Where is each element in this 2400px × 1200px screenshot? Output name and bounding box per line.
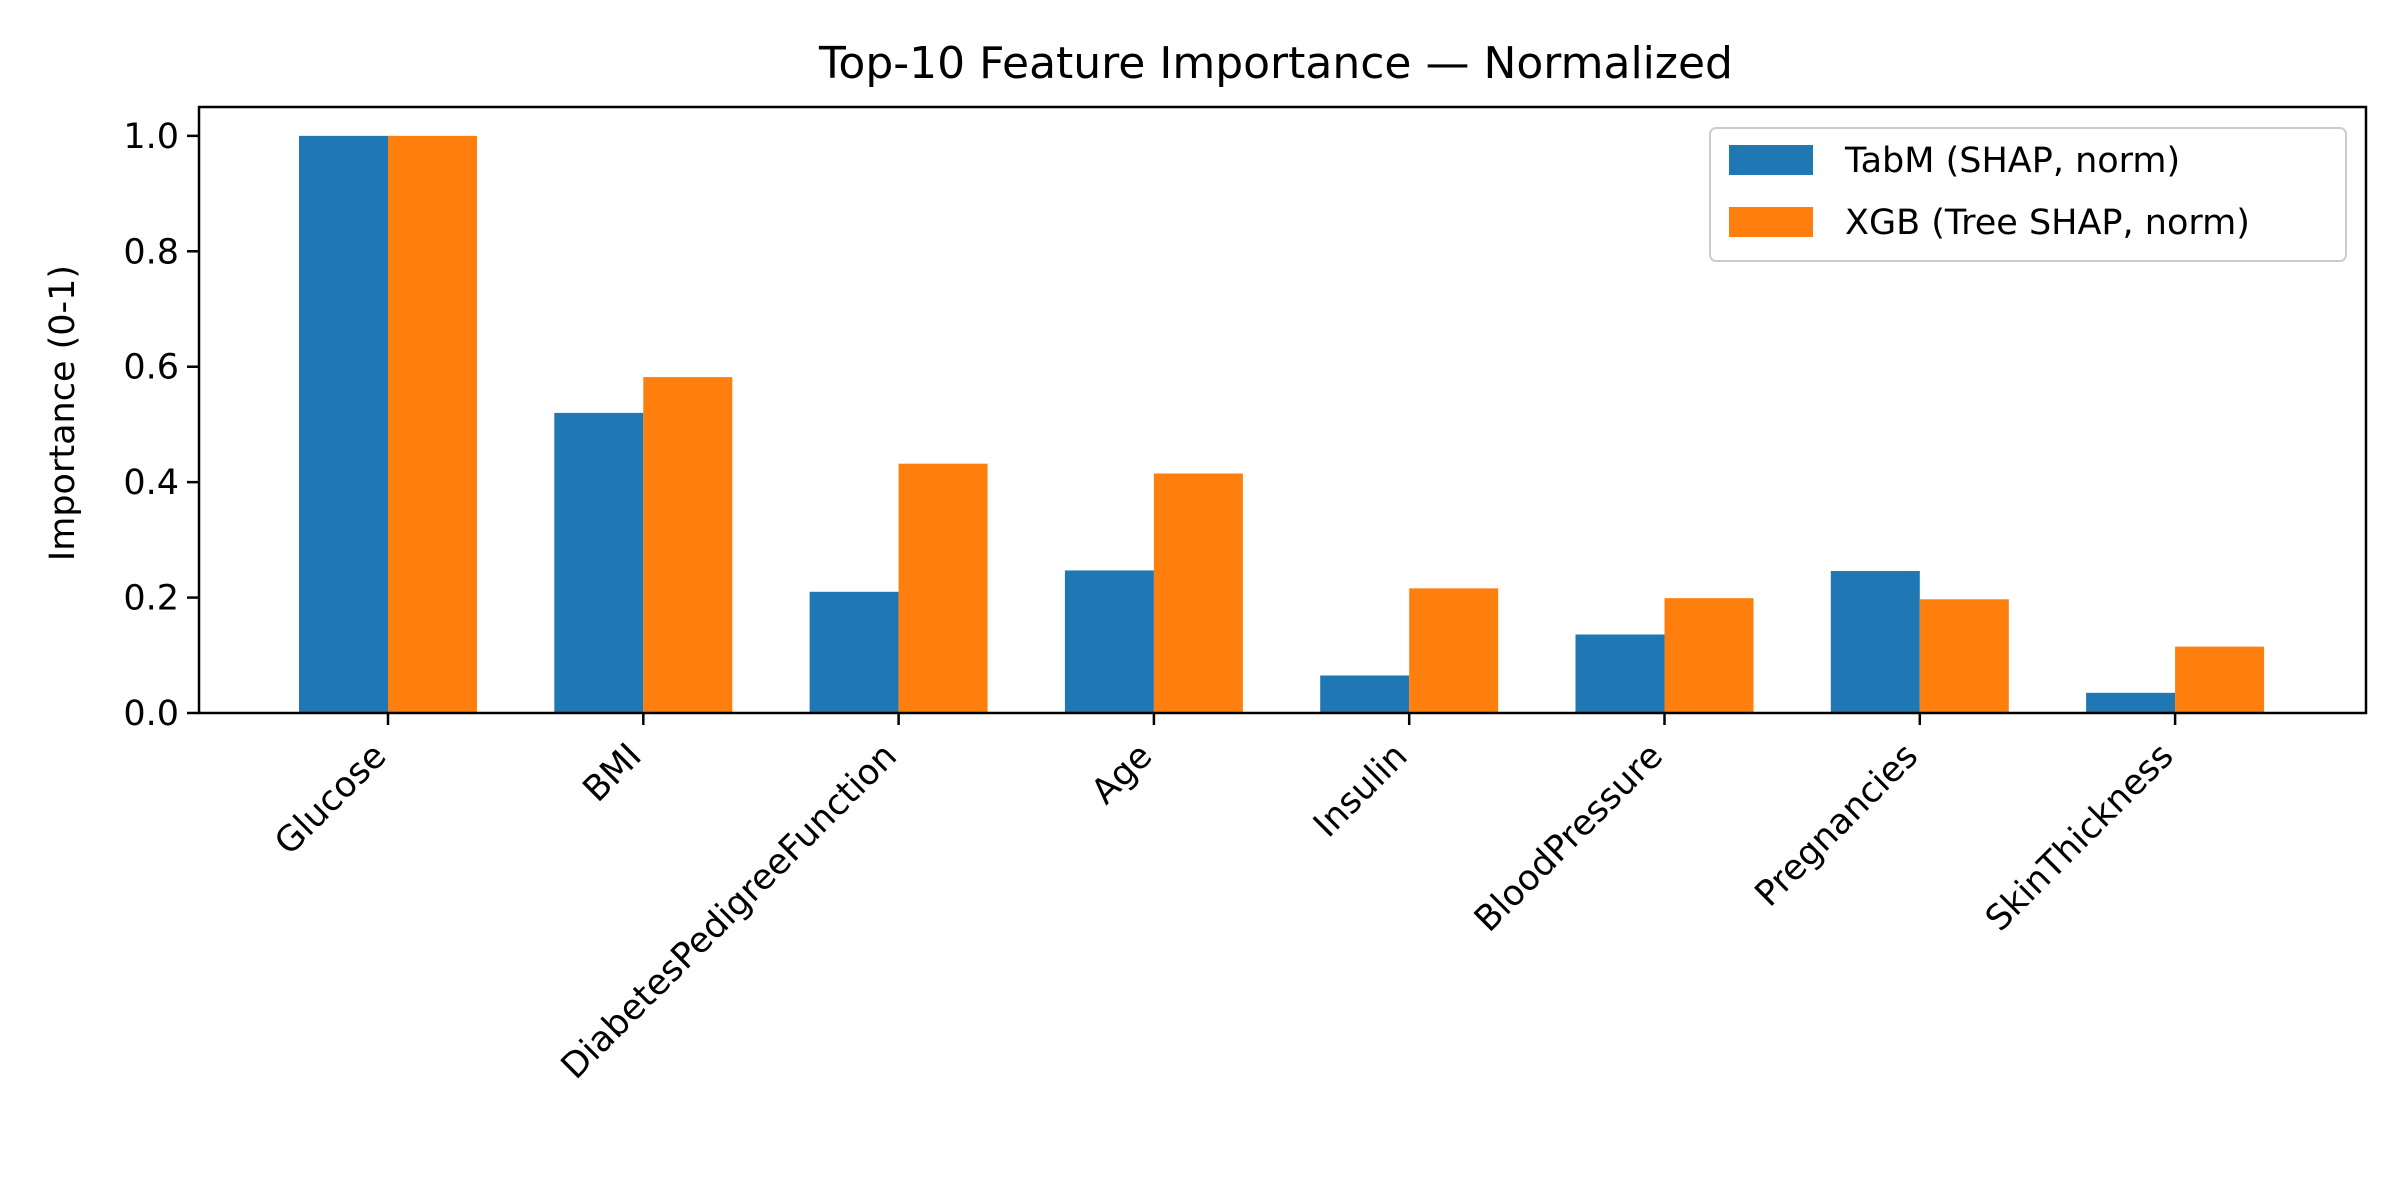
- legend-label: TabM (SHAP, norm): [1844, 141, 2180, 181]
- x-tick-label: Glucose: [267, 736, 394, 863]
- xgb-bar-bmi: [643, 377, 733, 713]
- tabm-bar-diabetespedigreefunction: [809, 591, 899, 713]
- tabm-bar-age: [1064, 570, 1154, 713]
- xgb-bar-age: [1153, 473, 1243, 713]
- tabm-bar-bmi: [554, 412, 644, 713]
- bars: [299, 135, 2265, 713]
- x-tick-label: BMI: [576, 736, 650, 810]
- xgb-bar-skinthickness: [2175, 646, 2265, 713]
- tabm-bar-glucose: [299, 135, 388, 713]
- tabm-bar-bloodpressure: [1575, 634, 1665, 713]
- legend-swatch: [1729, 207, 1813, 237]
- x-tick-label: BloodPressure: [1467, 736, 1671, 940]
- y-tick-label: 0.4: [123, 463, 179, 503]
- xgb-bar-diabetespedigreefunction: [898, 463, 988, 713]
- x-tick-label: Pregnancies: [1748, 736, 1926, 914]
- y-tick-label: 0.2: [123, 579, 179, 619]
- legend-box: [1709, 127, 2347, 262]
- legend: TabM (SHAP, norm) XGB (Tree SHAP, norm): [1709, 127, 2347, 262]
- x-tick-label: Insulin: [1306, 736, 1415, 845]
- plot-area-frame: [197, 105, 2368, 715]
- x-tick-label: Age: [1084, 736, 1160, 812]
- chart-title: Top-10 Feature Importance — Normalized: [818, 38, 1733, 89]
- tabm-bar-pregnancies: [1830, 571, 1920, 713]
- y-tick-label: 1.0: [123, 117, 179, 157]
- x-tick-label: SkinThickness: [1978, 736, 2181, 939]
- xgb-bar-insulin: [1409, 588, 1499, 713]
- xgb-bar-bloodpressure: [1664, 598, 1754, 713]
- y-axis-ticks: 0.0 0.2 0.4 0.6 0.8 1.0: [123, 117, 199, 734]
- y-tick-label: 0.6: [123, 348, 179, 388]
- tabm-bar-insulin: [1320, 675, 1410, 713]
- tabm-bar-skinthickness: [2086, 692, 2176, 713]
- y-tick-label: 0.8: [123, 232, 179, 272]
- y-axis-label: Importance (0-1): [43, 265, 83, 561]
- y-tick-label: 0.0: [123, 694, 179, 734]
- legend-swatch: [1729, 145, 1813, 175]
- xgb-bar-glucose: [388, 135, 477, 713]
- xgb-bar-pregnancies: [1919, 599, 2009, 713]
- legend-label: XGB (Tree SHAP, norm): [1845, 203, 2250, 243]
